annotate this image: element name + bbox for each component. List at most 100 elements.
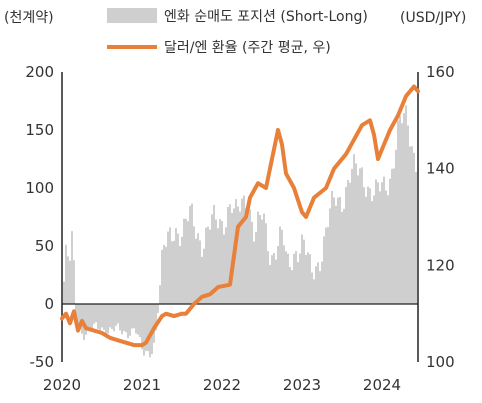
bar: [331, 190, 333, 304]
bar: [145, 304, 147, 351]
bar: [275, 259, 277, 304]
bar: [87, 304, 89, 328]
left-axis-unit: (천계약): [4, 10, 54, 26]
bar: [161, 249, 163, 304]
bar: [199, 240, 201, 304]
bar: [369, 188, 371, 304]
bar: [251, 221, 253, 304]
tick-labels: -50 0 50 100 150 200 100 120 140 160 2020 2021 2022 2…: [25, 63, 454, 394]
bar: [109, 304, 111, 328]
bar: [179, 245, 181, 304]
bar: [187, 221, 189, 304]
bar: [303, 239, 305, 304]
line-series: [60, 84, 420, 348]
bar: [217, 228, 219, 304]
bar: [193, 226, 195, 304]
bar: [341, 211, 343, 304]
bar: [335, 205, 337, 304]
bar: [129, 304, 131, 336]
bar: [405, 105, 407, 304]
bar: [99, 304, 101, 332]
axes: [61, 72, 419, 362]
bar: [111, 304, 113, 329]
bar: [221, 221, 223, 304]
bar: [149, 304, 151, 358]
bar: [387, 195, 389, 304]
bar: [211, 214, 213, 304]
bar: [319, 271, 321, 304]
bar: [399, 115, 401, 304]
bar: [317, 262, 319, 304]
bar: [283, 245, 285, 304]
bar: [371, 201, 373, 304]
bar: [249, 209, 251, 304]
bar: [81, 304, 83, 334]
bar: [203, 248, 205, 304]
bar: [411, 146, 413, 304]
bar: [103, 304, 105, 330]
bar: [347, 180, 349, 304]
bar: [207, 226, 209, 304]
bar: [143, 304, 145, 356]
bar: [133, 304, 135, 329]
bar: [385, 190, 387, 304]
bar: [373, 195, 375, 304]
legend-bar-label: 엔화 순매도 포지션 (Short-Long): [164, 9, 368, 25]
bar: [305, 254, 307, 304]
bar: [269, 265, 271, 304]
bar: [71, 231, 73, 304]
bar: [349, 182, 351, 304]
bar: [225, 227, 227, 304]
bar: [107, 304, 109, 334]
bar: [325, 227, 327, 304]
bar: [359, 168, 361, 304]
bar: [69, 260, 71, 304]
bar: [415, 171, 417, 304]
bar: [351, 168, 353, 304]
bar: [363, 187, 365, 304]
bar: [301, 234, 303, 304]
bar: [205, 227, 207, 304]
bar: [391, 168, 393, 304]
bar: [309, 254, 311, 304]
bar: [95, 304, 97, 323]
bar: [271, 255, 273, 304]
bar: [227, 206, 229, 304]
bar: [165, 246, 167, 304]
bar: [345, 186, 347, 304]
bar: [291, 270, 293, 304]
bar: [167, 231, 169, 304]
bar: [65, 244, 67, 304]
bar: [119, 304, 121, 331]
bar: [85, 304, 87, 335]
bar: [185, 218, 187, 304]
bar: [195, 238, 197, 304]
left-tick-label: 50: [35, 237, 54, 255]
right-axis-unit: (USD/JPY): [400, 10, 466, 26]
bar: [147, 304, 149, 352]
bar: [357, 175, 359, 304]
bar: [365, 196, 367, 304]
bar: [229, 204, 231, 304]
bar: [101, 304, 103, 328]
bar: [401, 123, 403, 305]
bar-series: [63, 105, 417, 358]
bar: [375, 179, 377, 304]
x-tick-label: 2020: [43, 376, 81, 394]
bar: [163, 244, 165, 304]
bar: [313, 279, 315, 304]
bar: [377, 182, 379, 304]
bar: [159, 285, 161, 304]
bar: [201, 256, 203, 304]
bar: [395, 149, 397, 304]
bar: [131, 304, 133, 329]
bar: [253, 241, 255, 304]
x-tick-label: 2022: [203, 376, 241, 394]
left-tick-label: 150: [25, 121, 54, 139]
bar: [139, 304, 141, 338]
bar: [177, 233, 179, 304]
bar: [245, 207, 247, 304]
bar: [279, 226, 281, 304]
bar: [383, 176, 385, 304]
bar: [367, 186, 369, 304]
